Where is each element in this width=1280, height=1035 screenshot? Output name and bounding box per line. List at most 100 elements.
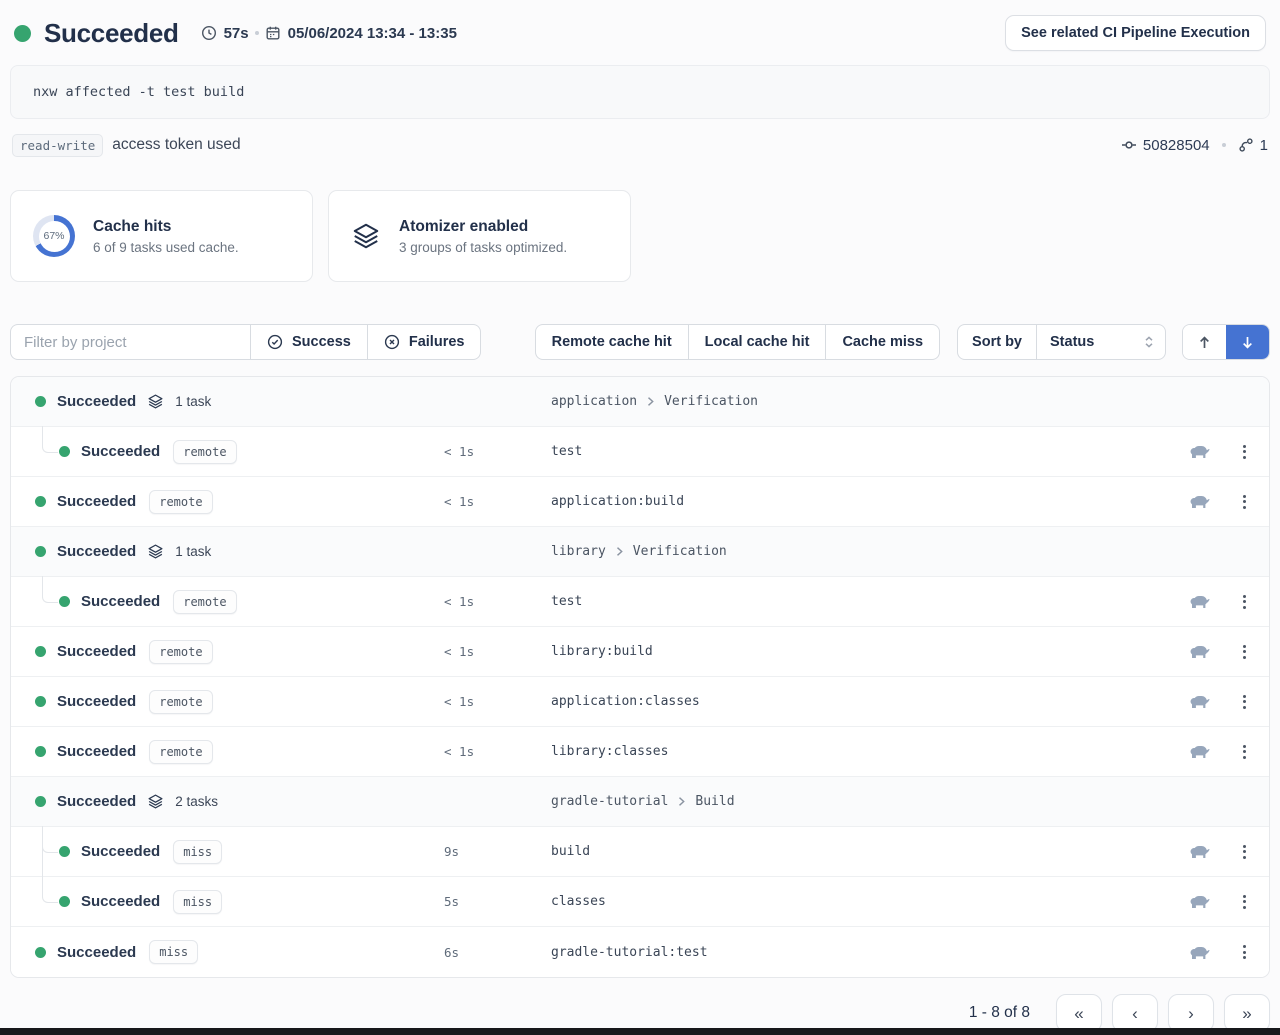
first-page-button[interactable]: « (1056, 994, 1102, 1032)
cache-filter-group: Remote cache hit Local cache hit Cache m… (534, 324, 941, 360)
gradle-elephant-icon[interactable] (1186, 491, 1214, 512)
chevron-right-icon (679, 797, 686, 806)
filter-by-project-input[interactable] (10, 324, 250, 360)
status-dot (59, 896, 70, 907)
status-dot (35, 946, 46, 958)
pagination: 1 - 8 of 8 « ‹ › » (10, 978, 1270, 1032)
tree-connector (42, 826, 58, 853)
cache-status-badge: miss (173, 839, 223, 864)
task-group-row[interactable]: Succeeded 1 task application Verificatio… (11, 377, 1269, 427)
task-row[interactable]: Succeeded remote < 1s test (11, 426, 1269, 477)
task-row[interactable]: Succeeded remote < 1s test (11, 576, 1269, 627)
row-menu-kebab-icon[interactable] (1240, 592, 1249, 612)
status-dot (59, 596, 70, 607)
task-name: library:classes (551, 744, 669, 759)
task-duration: < 1s (444, 694, 475, 709)
cache-status-badge: remote (149, 489, 213, 514)
see-related-ci-pipeline-button[interactable]: See related CI Pipeline Execution (1005, 15, 1266, 51)
atomizer-layers-icon (353, 223, 379, 249)
gradle-elephant-icon[interactable] (1186, 441, 1214, 462)
last-page-button[interactable]: » (1224, 994, 1270, 1032)
status-dot (35, 796, 46, 807)
cache-status-badge: remote (149, 689, 213, 714)
task-row[interactable]: Succeeded miss 6s gradle-tutorial:test (11, 927, 1269, 977)
filter-bar: Success Failures Remote cache hit Local … (10, 324, 1270, 360)
project-breadcrumb: gradle-tutorial Build (551, 794, 735, 809)
tree-connector (42, 826, 43, 877)
row-menu-kebab-icon[interactable] (1240, 892, 1249, 912)
gradle-elephant-icon[interactable] (1186, 741, 1214, 762)
atomizer-card: Atomizer enabled 3 groups of tasks optim… (328, 190, 631, 282)
task-row[interactable]: Succeeded remote < 1s library:build (11, 627, 1269, 677)
row-menu-kebab-icon[interactable] (1240, 442, 1249, 462)
success-filter-button[interactable]: Success (250, 324, 368, 360)
cache-hits-ring: 67% (33, 215, 75, 257)
task-name: gradle-tutorial:test (551, 944, 708, 960)
task-row[interactable]: Succeeded remote < 1s application:classe… (11, 677, 1269, 727)
task-name: application:classes (551, 694, 700, 709)
branch-icon (1239, 138, 1253, 152)
row-menu-kebab-icon[interactable] (1240, 642, 1249, 662)
row-menu-kebab-icon[interactable] (1240, 942, 1249, 962)
arrow-down-icon (1243, 336, 1252, 349)
cache-hits-percent: 67% (38, 220, 70, 252)
remote-cache-hit-button[interactable]: Remote cache hit (534, 324, 689, 360)
next-page-button[interactable]: › (1168, 994, 1214, 1032)
row-menu-kebab-icon[interactable] (1240, 742, 1249, 762)
atomizer-title: Atomizer enabled (399, 217, 529, 235)
page-range-label: 1 - 8 of 8 (968, 1004, 1030, 1021)
x-circle-icon (384, 334, 399, 350)
tree-connector (42, 426, 58, 453)
local-cache-hit-button[interactable]: Local cache hit (688, 324, 827, 360)
failures-filter-button[interactable]: Failures (367, 324, 482, 360)
task-group-row[interactable]: Succeeded 1 task library Verification (11, 527, 1269, 577)
cache-status-badge: miss (173, 889, 223, 914)
cache-miss-button[interactable]: Cache miss (826, 324, 941, 360)
task-row[interactable]: Succeeded remote < 1s library:classes (11, 727, 1269, 777)
sort-ascending-button[interactable] (1183, 325, 1226, 359)
task-group-row[interactable]: Succeeded 2 tasks gradle-tutorial Build (11, 777, 1269, 827)
tree-connector (42, 876, 58, 903)
tree-connector (42, 576, 58, 603)
atomizer-layers-icon (148, 794, 163, 809)
status-dot (35, 746, 46, 757)
sort-status-select[interactable]: Status (1037, 325, 1165, 359)
row-menu-kebab-icon[interactable] (1240, 842, 1249, 862)
task-row[interactable]: Succeeded remote < 1s application:build (11, 477, 1269, 527)
check-circle-icon (267, 334, 283, 350)
previous-page-button[interactable]: ‹ (1112, 994, 1158, 1032)
gradle-elephant-icon[interactable] (1186, 641, 1214, 662)
arrow-up-icon (1200, 335, 1209, 348)
bottom-edge-bar (0, 1028, 1280, 1035)
gradle-elephant-icon[interactable] (1186, 891, 1214, 912)
task-name: library:build (551, 644, 653, 659)
status-dot (35, 396, 46, 407)
task-duration: < 1s (444, 594, 475, 609)
cache-status-badge: remote (149, 739, 213, 764)
page-title: Succeeded (44, 17, 179, 48)
separator-dot (254, 31, 259, 35)
task-row[interactable]: Succeeded miss 9s build (11, 826, 1269, 877)
task-duration: < 1s (444, 444, 475, 459)
status-dot (59, 446, 70, 457)
project-breadcrumb: library Verification (551, 544, 727, 559)
summary-cards: 67% Cache hits 6 of 9 tasks used cache. … (10, 190, 1270, 282)
row-menu-kebab-icon[interactable] (1240, 692, 1249, 712)
sort-descending-button[interactable] (1226, 325, 1269, 359)
status-dot (59, 846, 70, 857)
branch-count: 1 (1259, 136, 1268, 154)
task-name: classes (551, 894, 606, 909)
cache-status-badge: miss (149, 940, 199, 964)
sort-direction-toggle (1182, 324, 1270, 360)
gradle-elephant-icon[interactable] (1186, 691, 1214, 712)
status-dot (35, 546, 46, 557)
chevron-right-icon (648, 397, 654, 406)
task-name: test (551, 444, 583, 459)
commit-id[interactable]: 50828504 (1142, 136, 1210, 154)
gradle-elephant-icon[interactable] (1186, 841, 1214, 862)
task-row[interactable]: Succeeded miss 5s classes (11, 876, 1269, 927)
row-menu-kebab-icon[interactable] (1240, 492, 1249, 512)
gradle-elephant-icon[interactable] (1186, 942, 1214, 963)
gradle-elephant-icon[interactable] (1186, 591, 1214, 612)
